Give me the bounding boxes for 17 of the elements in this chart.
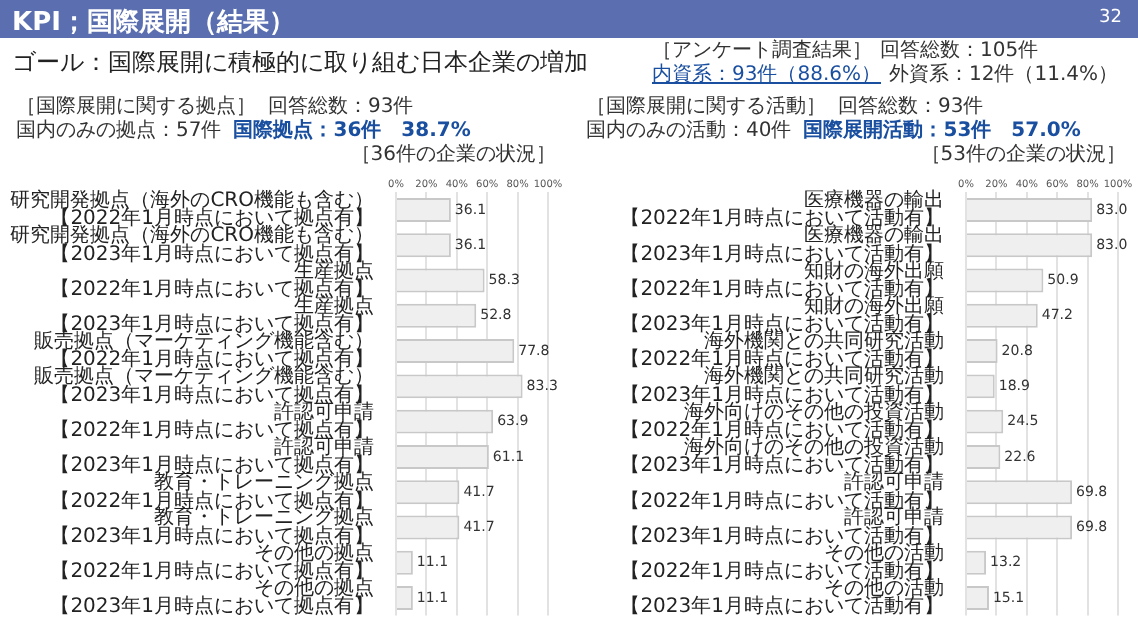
text: 32 [1099,8,1122,28]
text: ゴール：国際展開に積極的に取り組む日本企業の増加 [12,46,588,80]
chart-title: ［53件の企業の状況］ [918,144,1126,168]
text: 国際拠点：36件 38.7% [233,120,471,142]
text: 回答総数：105件 [880,40,1039,62]
text: ［国際展開に関する拠点］ [16,96,256,118]
text: 回答総数：93件 [838,96,984,118]
text: ［国際展開に関する活動］ [586,96,826,118]
chart-title: ［36件の企業の状況］ [348,144,556,168]
text: 内資系：93件（88.6%） [652,64,881,86]
text: ［アンケート調査結果］ [652,40,872,62]
text: KPI；国際展開（結果） [12,8,295,38]
text: 国際展開活動：53件 57.0% [803,120,1081,142]
text: 国内のみの拠点：57件 [16,120,222,142]
text: 外資系：12件（11.4%） [889,64,1118,86]
text: 回答総数：93件 [268,96,414,118]
text: 国内のみの活動：40件 [586,120,792,142]
